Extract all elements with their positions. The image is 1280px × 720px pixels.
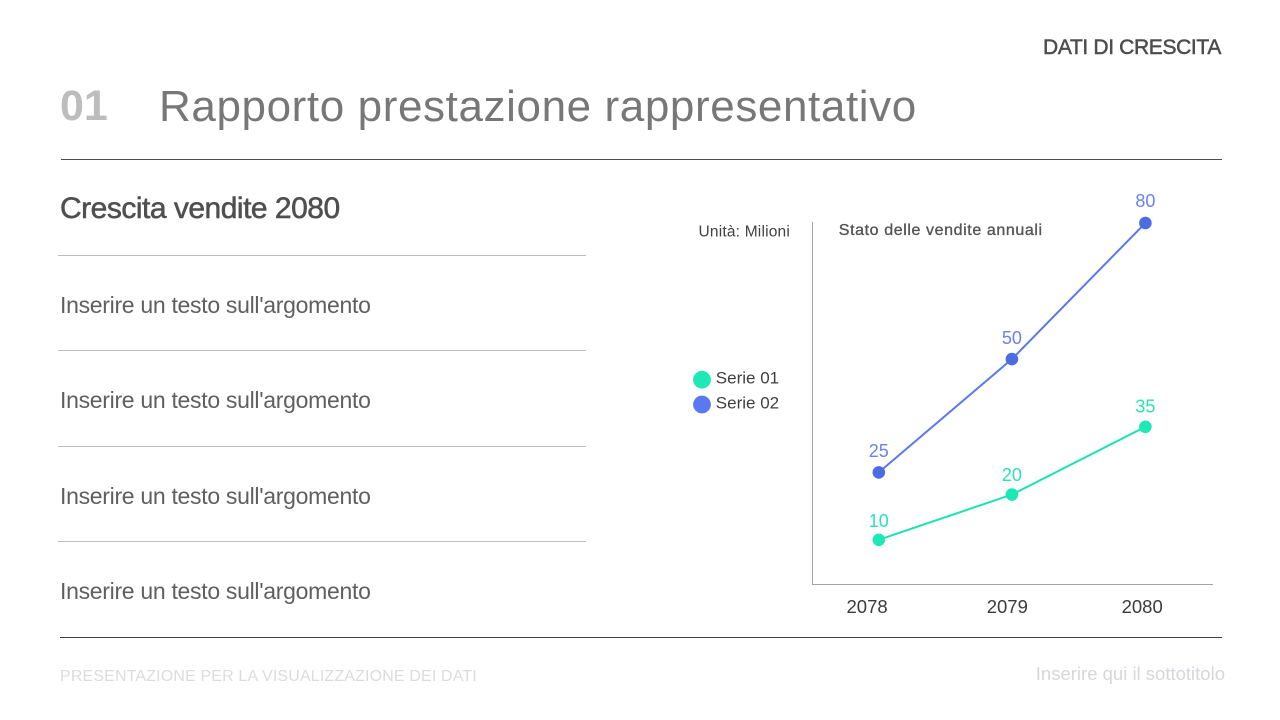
svg-text:80: 80: [1135, 191, 1155, 211]
svg-text:2078: 2078: [847, 596, 888, 617]
svg-text:Serie 02: Serie 02: [716, 393, 779, 412]
svg-text:50: 50: [1002, 328, 1022, 348]
svg-text:2079: 2079: [987, 596, 1028, 617]
svg-text:10: 10: [869, 511, 889, 531]
svg-text:35: 35: [1135, 396, 1155, 416]
svg-text:2080: 2080: [1122, 596, 1163, 617]
svg-text:25: 25: [869, 441, 889, 461]
svg-text:20: 20: [1002, 465, 1022, 485]
svg-text:Serie 01: Serie 01: [716, 369, 779, 388]
svg-text:Stato delle vendite annuali: Stato delle vendite annuali: [839, 222, 1043, 239]
svg-text:Unità: Milioni: Unità: Milioni: [699, 224, 791, 241]
